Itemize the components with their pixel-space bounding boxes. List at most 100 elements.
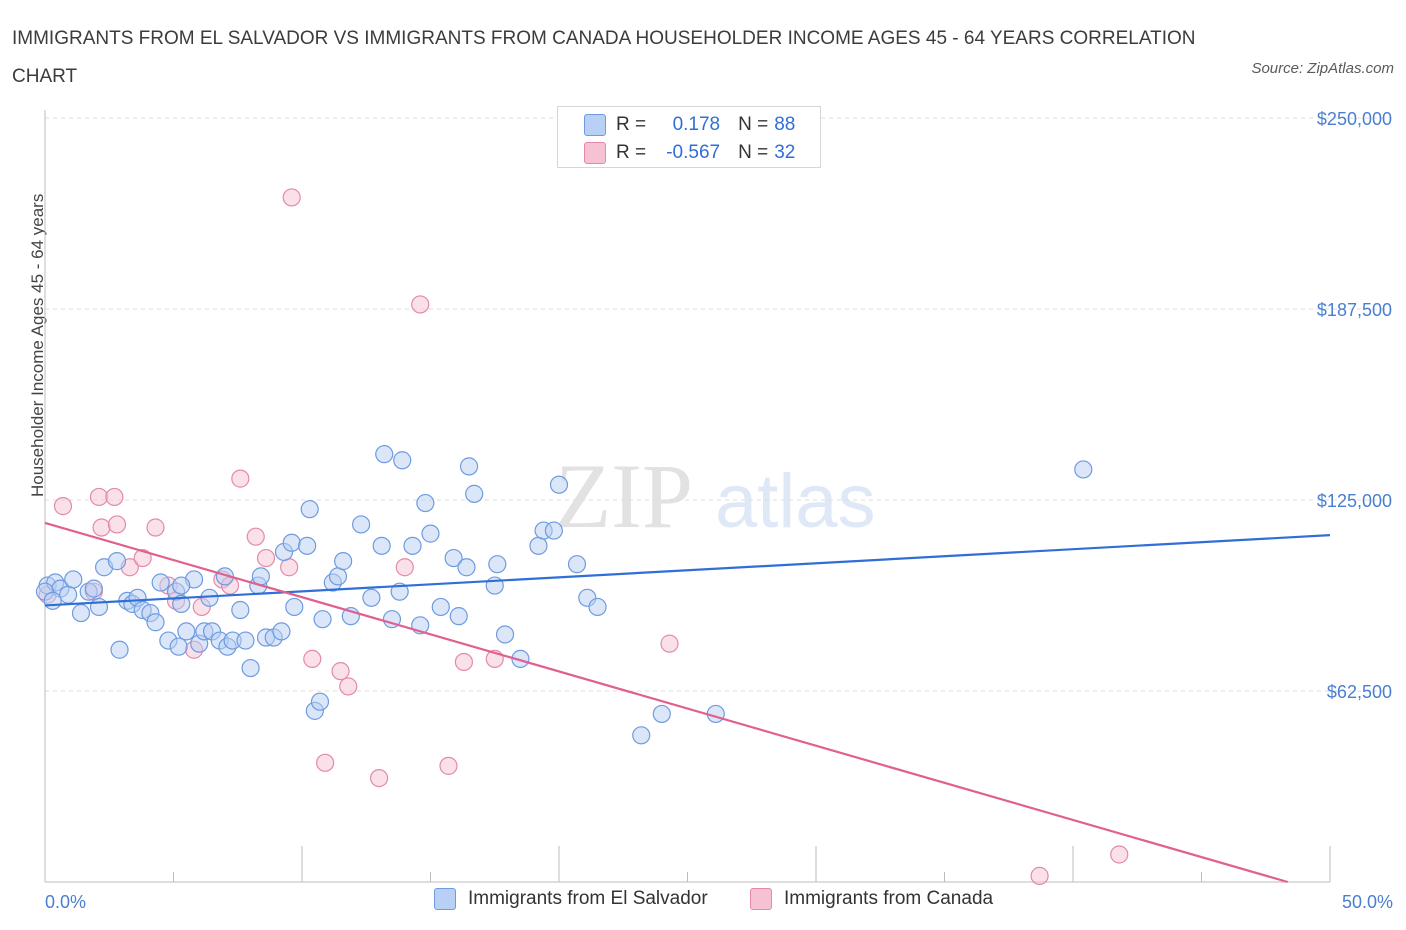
el-salvador-point	[416, 493, 435, 513]
series-legend: Immigrants from El Salvador Immigrants f…	[0, 888, 1406, 916]
x-tick-label-min: 0.0%	[45, 892, 86, 912]
el-salvador-point	[59, 585, 78, 604]
canada-point	[395, 558, 414, 577]
el-salvador-point	[146, 613, 165, 632]
el-salvador-point	[652, 704, 671, 724]
chart-title: IMMIGRANTS FROM EL SALVADOR VS IMMIGRANT…	[12, 28, 1196, 87]
canada-point	[105, 487, 124, 507]
el-salvador-point	[449, 607, 468, 626]
legend-label-canada: Immigrants from Canada	[784, 888, 994, 909]
el-salvador-point	[177, 622, 196, 641]
el-salvador-point	[172, 594, 191, 614]
el-salvador-point	[431, 597, 450, 617]
legend-n-label: N =	[738, 142, 769, 163]
el-salvador-point	[251, 567, 270, 586]
legend-r-value: 0.178	[672, 114, 721, 135]
canada-point	[1030, 866, 1049, 885]
canada-point	[316, 753, 335, 772]
legend-n-value: 88	[774, 114, 796, 135]
watermark-atlas: atlas	[715, 459, 876, 544]
legend-n-value: 32	[774, 142, 796, 163]
canada-point	[339, 677, 358, 696]
el-salvador-point	[544, 521, 563, 540]
el-salvador-point	[241, 658, 260, 678]
canada-points	[38, 188, 1129, 885]
el-salvador-point	[393, 451, 412, 470]
el-salvador-point	[421, 524, 440, 543]
canada-point	[331, 662, 350, 681]
canada-point	[53, 497, 73, 516]
el-salvador-point	[64, 570, 83, 589]
legend-item-canada: Immigrants from Canada	[750, 888, 993, 910]
canada-point	[256, 548, 276, 568]
el-salvador-point	[272, 622, 291, 641]
legend-swatch-pink	[584, 142, 606, 164]
canada-point	[454, 652, 474, 672]
canada-point	[146, 518, 165, 537]
legend-n-label: N =	[738, 114, 769, 135]
canada-point	[89, 487, 109, 507]
canada-point	[660, 634, 679, 653]
el-salvador-point	[231, 600, 250, 620]
source-label: Source: ZipAtlas.com	[1251, 60, 1394, 77]
el-salvador-point	[172, 576, 191, 595]
el-salvador-point	[459, 457, 479, 476]
el-salvador-point	[465, 484, 484, 503]
axes	[44, 110, 1331, 883]
el-salvador-point	[71, 603, 91, 623]
canada-point	[133, 548, 152, 568]
el-salvador-point	[169, 637, 188, 656]
el-salvador-point	[390, 582, 409, 601]
el-salvador-point	[375, 445, 394, 464]
el-salvador-point	[110, 640, 129, 659]
el-salvador-point	[310, 692, 330, 711]
canada-point	[280, 558, 299, 577]
el-salvador-point	[403, 536, 422, 555]
canada-point	[107, 515, 127, 534]
canada-point	[1110, 845, 1129, 864]
el-salvador-point	[362, 588, 381, 607]
legend-label-el-salvador: Immigrants from El Salvador	[468, 888, 708, 909]
canada-trend-line	[44, 521, 1289, 884]
y-tick-label: $125,000	[1317, 491, 1392, 511]
legend-swatch-blue	[584, 114, 606, 136]
el-salvador-point	[107, 552, 127, 571]
el-salvador-point	[84, 579, 103, 598]
grid	[45, 117, 1390, 692]
el-salvador-point	[457, 558, 476, 577]
el-salvador-point	[372, 536, 391, 555]
el-salvador-point	[151, 573, 170, 592]
el-salvador-point	[285, 597, 304, 617]
trend-lines	[44, 521, 1331, 884]
el-salvador-point	[488, 555, 507, 574]
el-salvador-point	[567, 555, 587, 574]
stats-legend: R = 0.178 N = 88 R = -0.567 N = 32	[557, 106, 821, 168]
legend-r-label: R =	[616, 114, 647, 135]
legend-r-label: R =	[616, 142, 647, 163]
el-salvador-point	[43, 591, 62, 610]
canada-point	[411, 295, 430, 314]
canada-point	[282, 188, 301, 207]
el-salvador-point	[352, 515, 371, 534]
el-salvador-point	[444, 548, 463, 568]
el-salvador-point	[328, 567, 348, 586]
canada-point	[303, 649, 322, 669]
el-salvador-point	[632, 726, 651, 745]
el-salvador-point	[549, 475, 569, 494]
canada-point	[370, 768, 389, 788]
el-salvador-points	[35, 445, 1093, 745]
y-tick-label: $62,500	[1327, 682, 1392, 702]
el-salvador-point	[529, 536, 548, 555]
el-salvador-point	[313, 610, 332, 629]
canada-point	[246, 527, 265, 546]
y-tick-label: $187,500	[1317, 300, 1392, 320]
legend-swatch-pink	[750, 888, 772, 910]
el-salvador-trend-line	[44, 534, 1331, 607]
legend-row-canada: R = -0.567 N = 32	[584, 141, 795, 165]
el-salvador-point	[588, 597, 607, 617]
watermark-zip: ZIP	[555, 445, 693, 547]
canada-point	[231, 469, 250, 488]
x-tick-label-max: 50.0%	[1342, 892, 1393, 912]
tick-labels: $62,500 $125,000 $187,500 $250,000 0.0% 50.0%	[45, 109, 1393, 912]
